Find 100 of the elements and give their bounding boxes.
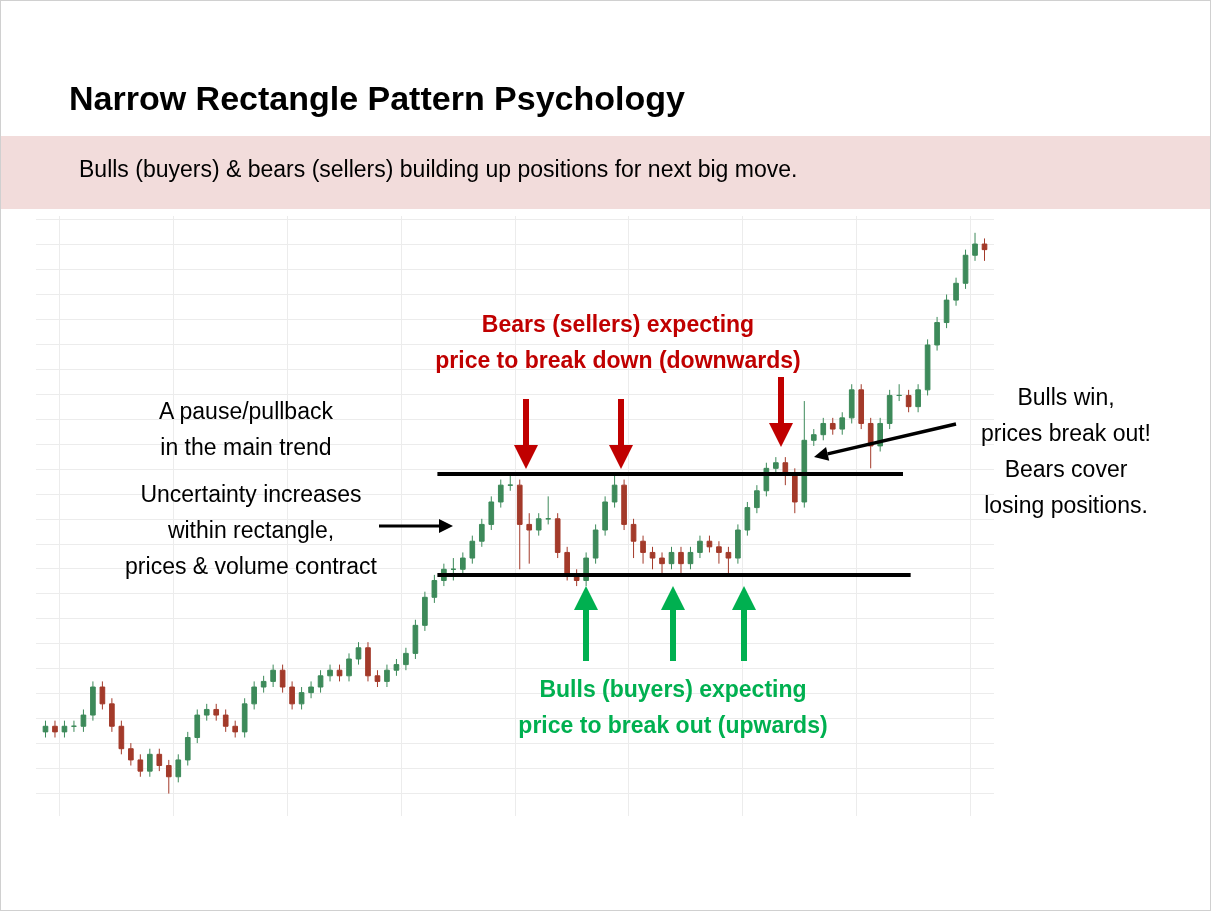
candlestick: [194, 708, 201, 744]
candlestick: [42, 720, 49, 738]
candlestick: [61, 720, 68, 738]
candlestick: [232, 720, 239, 738]
candlestick: [924, 338, 931, 396]
candlestick: [810, 428, 817, 447]
candlestick: [308, 680, 314, 699]
candlestick: [184, 731, 191, 767]
candlestick: [773, 456, 779, 475]
candlestick: [156, 748, 163, 772]
candlestick: [754, 484, 760, 514]
candlestick: [962, 249, 969, 290]
candlestick: [137, 753, 144, 778]
candlestick: [412, 619, 419, 660]
candlestick: [943, 294, 950, 329]
candlestick: [659, 551, 665, 576]
candlestick: [678, 546, 684, 576]
candlestick: [640, 535, 646, 565]
candlestick: [241, 697, 248, 738]
candlestick: [953, 277, 959, 307]
chart-title: Narrow Rectangle Pattern Psychology: [69, 79, 685, 118]
candlestick: [365, 641, 371, 682]
candlestick: [422, 591, 428, 632]
candlestick: [602, 495, 608, 537]
candlestick: [725, 546, 732, 576]
candlestick: [260, 675, 267, 694]
candlestick: [621, 479, 627, 531]
candlestick: [346, 652, 352, 682]
annotation: Bulls (buyers) expecting price to break out (upwards): [517, 675, 829, 740]
candlestick: [203, 703, 210, 722]
candlestick: [109, 697, 115, 733]
candlestick: [80, 708, 87, 733]
annotation: A pause/pullback in the main trend: [158, 397, 334, 462]
candlestick: [526, 512, 533, 565]
candlestick: [545, 495, 552, 525]
candlestick: [222, 708, 229, 733]
candlestick: [858, 383, 865, 430]
annotation: Uncertainty increases within rectangle, prices & volume contract: [124, 480, 378, 581]
candlestick: [981, 237, 988, 262]
candlestick: [497, 479, 504, 509]
candlestick: [896, 383, 902, 402]
candlestick: [251, 680, 257, 710]
candlestick: [886, 389, 893, 430]
candlestick: [478, 518, 485, 548]
candlestick: [535, 512, 542, 537]
candlestick: [469, 535, 476, 565]
candlestick: [791, 467, 798, 514]
candlestick: [668, 546, 675, 570]
candlestick: [820, 417, 827, 441]
candlestick: [554, 512, 561, 559]
candlestick: [839, 411, 846, 436]
candlestick: [165, 759, 172, 795]
candlestick: [128, 742, 134, 767]
candlestick: [403, 647, 409, 671]
candlestick: [317, 669, 324, 694]
candlestick: [488, 495, 495, 531]
annotation: Bears (sellers) expecting price to break down (downwards): [434, 310, 802, 375]
candlestick: [99, 680, 106, 710]
candlestick: [934, 316, 940, 352]
candlestick: [374, 669, 381, 688]
candlestick: [564, 546, 570, 581]
candlestick: [270, 664, 276, 688]
candlestick: [801, 400, 808, 509]
candlestick: [516, 479, 523, 570]
candlestick: [706, 535, 713, 553]
candlestick: [829, 417, 836, 436]
annotation: Bulls win, prices break out! Bears cover losing positions.: [980, 383, 1152, 520]
candlestick: [298, 686, 305, 710]
candlestick: [90, 680, 96, 722]
candlestick: [52, 720, 58, 738]
candlestick: [289, 680, 295, 710]
candlestick: [431, 574, 438, 604]
chart-subtitle: Bulls (buyers) & bears (sellers) building up positions for next big move.: [79, 156, 798, 183]
candlestick: [327, 664, 333, 682]
candlestick: [630, 518, 637, 559]
candlestick: [905, 389, 912, 413]
candlestick: [735, 523, 741, 565]
candlestick: [697, 535, 703, 559]
candlestick: [649, 546, 656, 570]
candlestick: [687, 546, 694, 570]
candlestick: [915, 383, 921, 413]
candlestick: [355, 641, 362, 666]
candlestick: [972, 232, 978, 262]
candlestick: [175, 753, 182, 783]
candlestick: [118, 720, 125, 755]
candlestick: [147, 748, 153, 778]
candlestick: [744, 501, 751, 537]
candlestick: [384, 664, 390, 688]
candlestick: [592, 523, 599, 565]
candlestick: [71, 720, 77, 733]
candlestick: [460, 551, 466, 576]
candlestick: [336, 664, 343, 682]
candlestick: [393, 658, 400, 677]
candlestick: [213, 703, 220, 722]
candlestick: [279, 664, 286, 694]
candlestick: [716, 540, 722, 565]
candlestick: [507, 473, 514, 492]
candlestick: [450, 557, 457, 581]
candlestick: [611, 473, 618, 509]
candlestick: [848, 383, 855, 424]
